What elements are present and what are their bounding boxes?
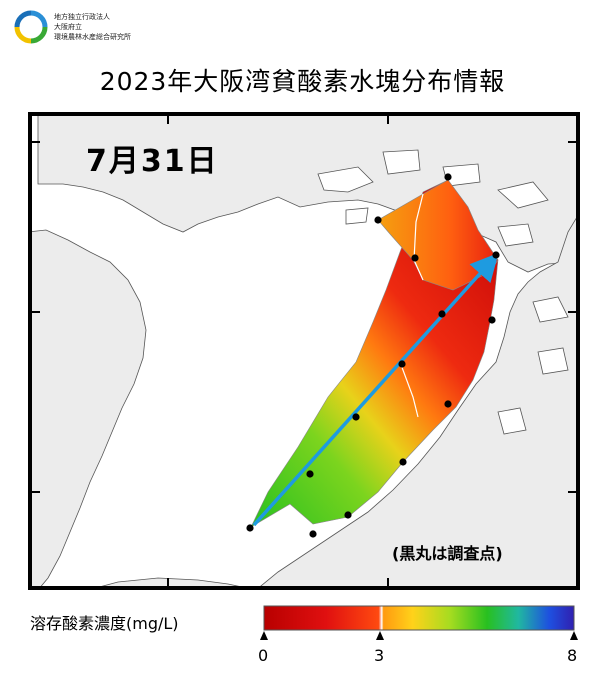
- survey-point: [352, 413, 360, 421]
- tick-marker-3: [376, 631, 384, 640]
- survey-date: 7月31日: [86, 144, 219, 179]
- institute-name-line-1: 地方独立行政法人: [54, 13, 110, 21]
- survey-point: [492, 251, 500, 259]
- institute-name-line-3: 環境農林水産総合研究所: [54, 33, 131, 41]
- survey-points: [246, 173, 500, 538]
- color-scale-legend: [260, 605, 578, 640]
- survey-point: [344, 511, 352, 519]
- institute-logo: 地方独立行政法人 大阪府立 環境農林水産総合研究所: [14, 10, 164, 46]
- survey-point: [309, 530, 317, 538]
- land-north-coast: [37, 112, 580, 273]
- survey-point: [444, 173, 452, 181]
- survey-point: [411, 254, 419, 262]
- legend-label: 溶存酸素濃度(mg/L): [30, 614, 179, 633]
- land-port-islands: [317, 149, 569, 435]
- osaka-bay-map: [28, 112, 580, 590]
- land-east-coast: [255, 211, 580, 590]
- map-frame: [28, 112, 580, 590]
- land-awaji-island: [28, 229, 147, 590]
- institute-name: 地方独立行政法人 大阪府立 環境農林水産総合研究所: [54, 12, 131, 42]
- institute-emblem-icon: [14, 10, 48, 44]
- contour-line-south: [399, 361, 419, 418]
- frame-ticks: [30, 114, 578, 588]
- tick-label-3: 3: [374, 646, 385, 665]
- survey-point: [444, 400, 452, 408]
- tick-marker-8: [570, 631, 578, 640]
- page-title: 2023年大阪湾貧酸素水塊分布情報: [99, 67, 506, 96]
- tick-label-8: 8: [567, 646, 578, 665]
- survey-point: [399, 458, 407, 466]
- institute-name-line-2: 大阪府立: [54, 23, 82, 31]
- transect-arrow: [252, 252, 499, 527]
- tick-label-0: 0: [258, 646, 269, 665]
- color-scale-bar: [263, 605, 575, 631]
- survey-point: [246, 524, 254, 532]
- survey-point: [306, 470, 314, 478]
- survey-point: [488, 316, 496, 324]
- survey-point: [438, 310, 446, 318]
- tick-marker-0: [260, 631, 268, 640]
- survey-point: [398, 360, 406, 368]
- map-note: (黒丸は調査点): [392, 544, 503, 563]
- contour-line: [413, 193, 424, 281]
- survey-point: [374, 216, 382, 224]
